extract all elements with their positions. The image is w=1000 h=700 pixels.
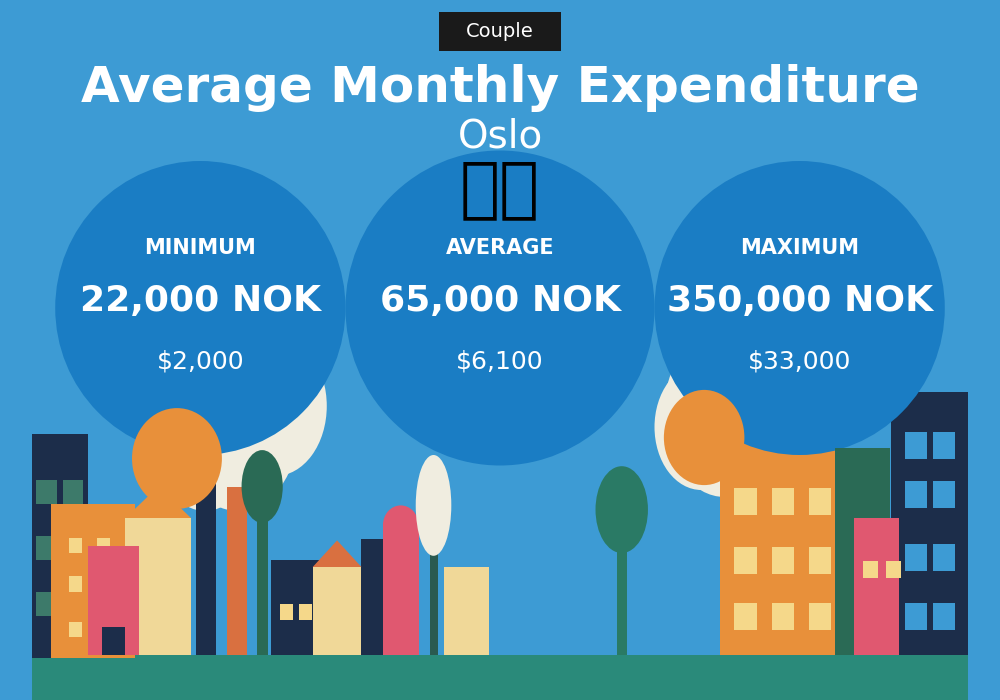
Ellipse shape: [416, 455, 451, 556]
Bar: [854, 518, 899, 654]
Text: $33,000: $33,000: [748, 350, 851, 374]
Bar: [257, 504, 268, 654]
Bar: [933, 481, 955, 508]
Bar: [734, 488, 757, 514]
Bar: [125, 518, 191, 654]
Bar: [891, 392, 978, 654]
Bar: [905, 603, 927, 630]
Bar: [772, 488, 794, 514]
Bar: [69, 538, 82, 553]
Ellipse shape: [55, 161, 345, 455]
Ellipse shape: [383, 505, 419, 545]
Bar: [734, 547, 757, 574]
Bar: [933, 432, 955, 458]
Bar: [313, 567, 361, 654]
Ellipse shape: [177, 343, 299, 511]
Bar: [444, 567, 489, 654]
Ellipse shape: [664, 329, 786, 497]
Text: 22,000 NOK: 22,000 NOK: [80, 284, 321, 318]
Bar: [430, 518, 438, 654]
Bar: [383, 525, 419, 654]
Bar: [933, 544, 955, 570]
Bar: [51, 504, 135, 658]
Text: 🇳🇴: 🇳🇴: [460, 156, 540, 222]
Ellipse shape: [701, 315, 804, 469]
Text: $2,000: $2,000: [157, 350, 244, 374]
Bar: [36, 480, 57, 504]
Bar: [22, 434, 88, 658]
Bar: [196, 462, 216, 654]
Bar: [97, 538, 110, 553]
Bar: [886, 561, 901, 578]
Bar: [36, 536, 57, 560]
Bar: [63, 536, 83, 560]
Bar: [617, 525, 627, 654]
Ellipse shape: [596, 466, 648, 553]
Ellipse shape: [345, 150, 655, 466]
Text: 350,000 NOK: 350,000 NOK: [667, 284, 933, 318]
Bar: [97, 622, 110, 637]
Text: AVERAGE: AVERAGE: [446, 239, 554, 258]
Ellipse shape: [132, 408, 222, 509]
Ellipse shape: [655, 364, 748, 490]
Bar: [361, 539, 397, 654]
Bar: [88, 546, 139, 654]
Text: Oslo: Oslo: [457, 118, 543, 155]
Bar: [720, 413, 837, 654]
Bar: [299, 604, 312, 620]
Bar: [809, 603, 831, 630]
Text: MAXIMUM: MAXIMUM: [740, 239, 859, 258]
Text: MINIMUM: MINIMUM: [144, 239, 256, 258]
Bar: [905, 481, 927, 508]
Bar: [933, 603, 955, 630]
Text: $6,100: $6,100: [456, 350, 544, 374]
Ellipse shape: [224, 336, 327, 476]
Bar: [809, 488, 831, 514]
Bar: [734, 603, 757, 630]
Bar: [32, 654, 968, 700]
Bar: [905, 544, 927, 570]
Bar: [280, 604, 293, 620]
Text: Couple: Couple: [466, 22, 534, 41]
Bar: [97, 576, 110, 592]
Bar: [227, 486, 247, 654]
Bar: [36, 592, 57, 616]
Bar: [863, 561, 878, 578]
Text: 65,000 NOK: 65,000 NOK: [380, 284, 620, 318]
Polygon shape: [313, 540, 361, 567]
Bar: [63, 480, 83, 504]
Ellipse shape: [655, 161, 945, 455]
Bar: [102, 626, 125, 654]
Ellipse shape: [664, 390, 744, 485]
Bar: [835, 448, 890, 654]
Bar: [271, 560, 319, 654]
Bar: [772, 603, 794, 630]
Ellipse shape: [242, 450, 283, 523]
Text: Average Monthly Expenditure: Average Monthly Expenditure: [81, 64, 919, 111]
Bar: [69, 622, 82, 637]
Bar: [63, 592, 83, 616]
Bar: [772, 547, 794, 574]
Bar: [809, 547, 831, 574]
Bar: [69, 576, 82, 592]
Ellipse shape: [158, 385, 252, 511]
Bar: [905, 432, 927, 458]
Polygon shape: [125, 486, 191, 518]
FancyBboxPatch shape: [439, 12, 561, 51]
